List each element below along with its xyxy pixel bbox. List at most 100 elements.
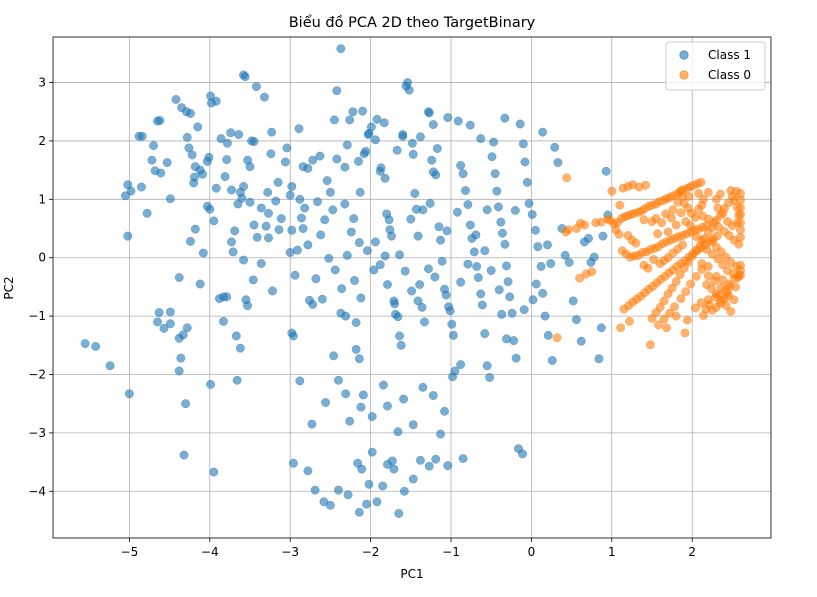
scatter-point	[424, 108, 434, 118]
scatter-point	[165, 194, 175, 204]
scatter-point	[673, 197, 683, 207]
scatter-point	[552, 333, 562, 343]
scatter-point	[345, 115, 355, 125]
scatter-point	[415, 280, 425, 290]
scatter-point	[298, 224, 308, 233]
scatter-point	[251, 82, 261, 92]
scatter-point	[456, 360, 466, 370]
y-tick-label: 1	[38, 192, 46, 206]
scatter-point	[436, 235, 445, 245]
scatter-point	[726, 306, 736, 316]
scatter-point	[687, 251, 697, 261]
scatter-point	[594, 354, 604, 364]
scatter-point	[232, 375, 242, 385]
scatter-point	[105, 361, 115, 371]
scatter-point	[671, 277, 681, 287]
scatter-point	[316, 230, 326, 240]
x-tick-label: −4	[201, 545, 219, 559]
y-tick-label: −1	[28, 309, 46, 323]
scatter-point	[496, 217, 506, 227]
scatter-point	[325, 500, 335, 510]
scatter-point	[263, 187, 273, 197]
scatter-point	[547, 356, 557, 365]
scatter-point	[136, 182, 146, 192]
legend-marker	[679, 70, 689, 80]
scatter-point	[431, 170, 441, 180]
scatter-point	[443, 113, 453, 123]
scatter-point	[162, 158, 172, 167]
scatter-point	[370, 135, 380, 145]
scatter-point	[303, 240, 313, 250]
x-tick-label: 0	[528, 545, 536, 559]
scatter-point	[533, 242, 543, 252]
scatter-point	[663, 289, 673, 299]
scatter-point	[179, 450, 189, 460]
scatter-point	[723, 291, 733, 301]
scatter-point	[366, 122, 376, 132]
scatter-point	[684, 191, 694, 201]
scatter-point	[147, 155, 157, 165]
y-tick-label: −4	[28, 484, 46, 498]
scatter-point	[186, 109, 195, 118]
scatter-point	[465, 220, 475, 230]
scatter-point	[456, 161, 466, 170]
scatter-point	[703, 187, 713, 197]
scatter-point	[647, 313, 657, 323]
scatter-point	[239, 255, 249, 265]
scatter-point	[341, 389, 351, 399]
scatter-point	[317, 294, 327, 304]
scatter-point	[310, 485, 320, 495]
scatter-point	[404, 85, 414, 95]
scatter-point	[580, 220, 589, 230]
scatter-point	[234, 130, 244, 139]
scatter-point	[362, 246, 372, 256]
scatter-point	[568, 296, 578, 306]
scatter-point	[273, 177, 283, 187]
scatter-point	[396, 340, 406, 350]
legend: Class 1 Class 0	[665, 41, 766, 91]
scatter-point	[509, 336, 519, 346]
scatter-point	[393, 312, 403, 322]
scatter-point	[325, 187, 335, 197]
series-class-0	[552, 173, 745, 350]
scatter-point	[280, 157, 290, 167]
scatter-point	[189, 178, 199, 188]
scatter-point	[271, 196, 281, 206]
scatter-point	[518, 139, 528, 149]
scatter-point	[663, 227, 673, 237]
scatter-point	[726, 186, 736, 196]
scatter-point	[387, 456, 397, 466]
scatter-point	[231, 331, 241, 341]
scatter-point	[354, 354, 364, 364]
scatter-point	[320, 215, 330, 225]
scatter-point	[500, 113, 510, 123]
scatter-point	[137, 131, 147, 141]
scatter-point	[399, 486, 409, 496]
scatter-point	[425, 198, 435, 208]
scatter-point	[413, 231, 423, 241]
scatter-point	[394, 509, 404, 518]
scatter-point	[123, 231, 133, 241]
scatter-point	[380, 173, 390, 183]
scatter-point	[361, 146, 371, 156]
scatter-point	[562, 173, 572, 183]
scatter-point	[174, 333, 184, 343]
scatter-point	[662, 323, 671, 333]
scatter-point	[415, 455, 425, 465]
scatter-point	[176, 353, 186, 363]
scatter-point	[440, 406, 450, 416]
scatter-point	[699, 234, 709, 243]
scatter-point	[407, 138, 417, 148]
scatter-point	[649, 255, 659, 264]
scatter-point	[186, 236, 195, 246]
scatter-point	[362, 499, 372, 509]
scatter-point	[494, 285, 504, 295]
scatter-point	[249, 137, 259, 146]
scatter-point	[245, 197, 255, 207]
scatter-point	[267, 127, 277, 137]
scatter-point	[211, 183, 221, 193]
scatter-point	[447, 319, 457, 329]
scatter-point	[369, 265, 379, 275]
scatter-point	[723, 217, 733, 226]
